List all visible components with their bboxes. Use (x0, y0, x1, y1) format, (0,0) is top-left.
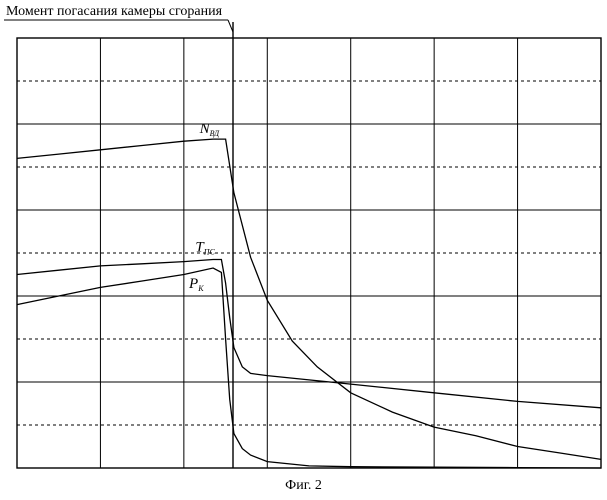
chart-marks: NВДTПСPК (17, 121, 601, 468)
grid (17, 38, 601, 468)
series-label-p: PК (188, 276, 204, 293)
plot-frame (17, 38, 601, 468)
series-line-t (17, 260, 601, 408)
annotation-leader (228, 20, 233, 32)
annotation-text: Момент погасания камеры сгорания (6, 4, 223, 19)
series-line-n (17, 139, 601, 459)
figure-caption: Фиг. 2 (0, 478, 607, 494)
series-line-p (17, 268, 601, 468)
series-label-t: TПС (195, 239, 215, 256)
